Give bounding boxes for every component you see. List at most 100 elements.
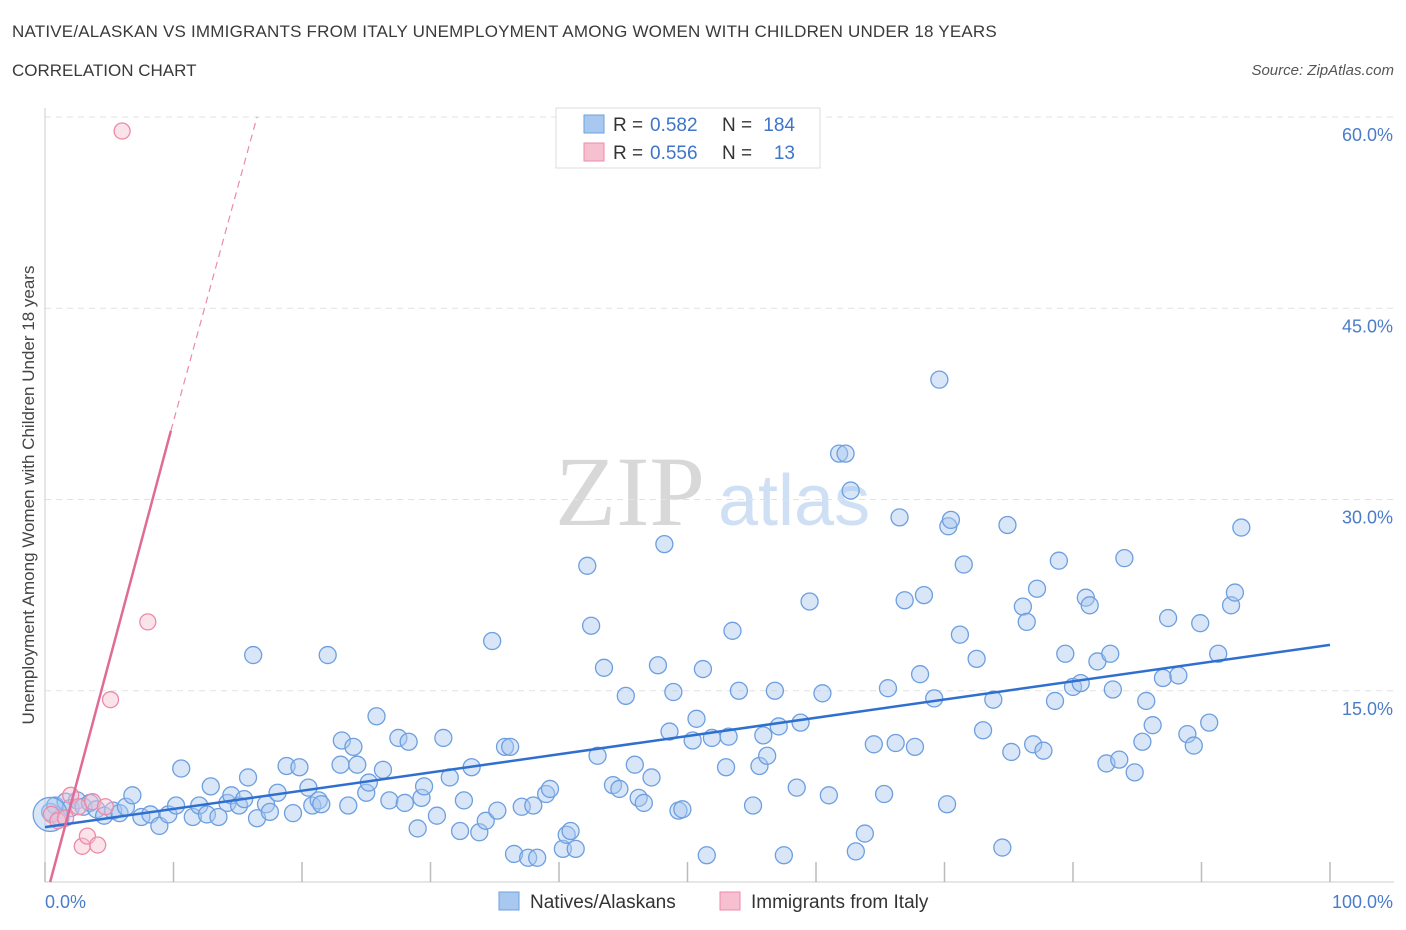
native-point-31	[244, 645, 263, 665]
native-point-156	[1071, 673, 1090, 693]
series-natives-alaskans	[32, 370, 1251, 867]
native-point-124	[855, 824, 874, 843]
native-point-111	[758, 746, 777, 765]
italy-point-0	[42, 805, 61, 824]
native-point-150	[1027, 579, 1047, 598]
italy-point-8	[89, 836, 107, 854]
native-point-132	[910, 665, 930, 684]
native-point-174	[1191, 614, 1210, 633]
axes	[44, 108, 1394, 883]
native-point-29	[238, 768, 258, 787]
native-point-123	[846, 842, 865, 861]
native-point-164	[1115, 549, 1134, 568]
native-point-74	[524, 796, 543, 815]
native-point-176	[1209, 644, 1228, 663]
native-point-173	[1184, 736, 1203, 755]
native-point-145	[998, 515, 1017, 535]
native-point-107	[729, 681, 749, 700]
native-point-75	[528, 848, 547, 867]
watermark-atlas: atlas	[718, 461, 870, 541]
legend-swatch-pink	[583, 142, 605, 162]
native-point-161	[1101, 644, 1120, 663]
native-point-171	[1169, 666, 1188, 685]
watermark-zip: ZIP	[555, 436, 705, 547]
native-point-59	[427, 806, 447, 825]
native-point-58	[414, 777, 434, 796]
native-point-153	[1049, 551, 1069, 570]
native-point-23	[201, 777, 220, 796]
native-point-110	[754, 726, 773, 745]
native-point-63	[454, 791, 474, 810]
legend-swatch-blue	[583, 114, 605, 134]
native-point-134	[925, 689, 944, 708]
native-point-33	[260, 802, 280, 822]
x-tick-label-0: 0.0%	[45, 892, 86, 912]
native-point-57	[412, 788, 431, 807]
native-point-152	[1045, 691, 1065, 711]
native-point-146	[1002, 742, 1021, 762]
native-point-128	[886, 733, 905, 753]
native-point-83	[581, 616, 601, 635]
y-tick-label-1: 30.0%	[1342, 508, 1393, 528]
native-point-88	[616, 686, 635, 705]
native-point-42	[318, 645, 337, 665]
trend-lines	[44, 116, 1331, 883]
native-point-100	[687, 709, 706, 728]
italy-point-12	[139, 613, 157, 631]
native-point-117	[800, 592, 819, 611]
native-point-81	[566, 839, 585, 858]
native-point-115	[787, 778, 806, 797]
italy-point-10	[101, 691, 120, 709]
italy-point-9	[96, 798, 115, 816]
tick-labels: 15.0% 30.0% 45.0% 60.0% 0.0% 100.0%	[45, 125, 1393, 912]
italy-trend-extension	[170, 116, 258, 431]
correlation-legend: R = 0.582 N = 184 R = 0.556 N = 13	[555, 107, 821, 169]
native-point-50	[367, 707, 386, 726]
native-point-104	[716, 758, 736, 777]
native-point-179	[1232, 518, 1251, 537]
chart-subtitle: CORRELATION CHART	[12, 61, 197, 80]
native-point-118	[813, 684, 832, 703]
native-point-71	[504, 844, 524, 864]
native-point-70	[501, 737, 520, 756]
native-point-138	[941, 510, 961, 530]
native-point-82	[578, 556, 597, 575]
native-point-44	[332, 731, 351, 750]
native-point-120	[829, 444, 849, 463]
native-point-170	[1158, 608, 1178, 628]
legend-r-value-2: 0.556	[650, 143, 698, 164]
native-point-53	[389, 728, 408, 748]
native-point-106	[723, 621, 742, 640]
native-point-22	[197, 805, 217, 824]
bottom-legend-swatch-blue	[498, 891, 520, 911]
y-axis-label: Unemployment Among Women with Children U…	[19, 266, 38, 725]
legend-n-label-1: N =	[722, 115, 752, 136]
native-point-93	[648, 656, 668, 675]
native-point-130	[895, 591, 914, 610]
native-point-65	[470, 823, 489, 842]
x-tick-label-1: 100.0%	[1332, 892, 1393, 912]
native-point-13	[123, 786, 142, 805]
native-point-87	[610, 779, 629, 799]
native-point-67	[483, 631, 502, 651]
bottom-legend-label-natives: Natives/Alaskans	[530, 892, 676, 913]
native-point-133	[914, 585, 934, 605]
native-point-147	[1013, 597, 1033, 616]
native-point-142	[973, 721, 993, 740]
native-point-166	[1133, 732, 1152, 751]
native-point-116	[791, 713, 810, 732]
bottom-legend-label-italy: Immigrants from Italy	[751, 892, 929, 913]
native-point-165	[1125, 763, 1144, 782]
native-point-131	[905, 737, 925, 756]
native-point-19	[172, 759, 191, 778]
native-point-41	[312, 795, 331, 814]
native-point-139	[950, 625, 970, 644]
native-point-78	[553, 839, 573, 858]
native-point-114	[774, 846, 794, 865]
italy-trend-line	[48, 430, 173, 883]
native-point-167	[1137, 691, 1156, 711]
native-point-92	[642, 768, 661, 787]
legend-r-label-2: R =	[613, 143, 643, 164]
native-point-108	[743, 796, 763, 815]
native-point-52	[380, 791, 399, 810]
